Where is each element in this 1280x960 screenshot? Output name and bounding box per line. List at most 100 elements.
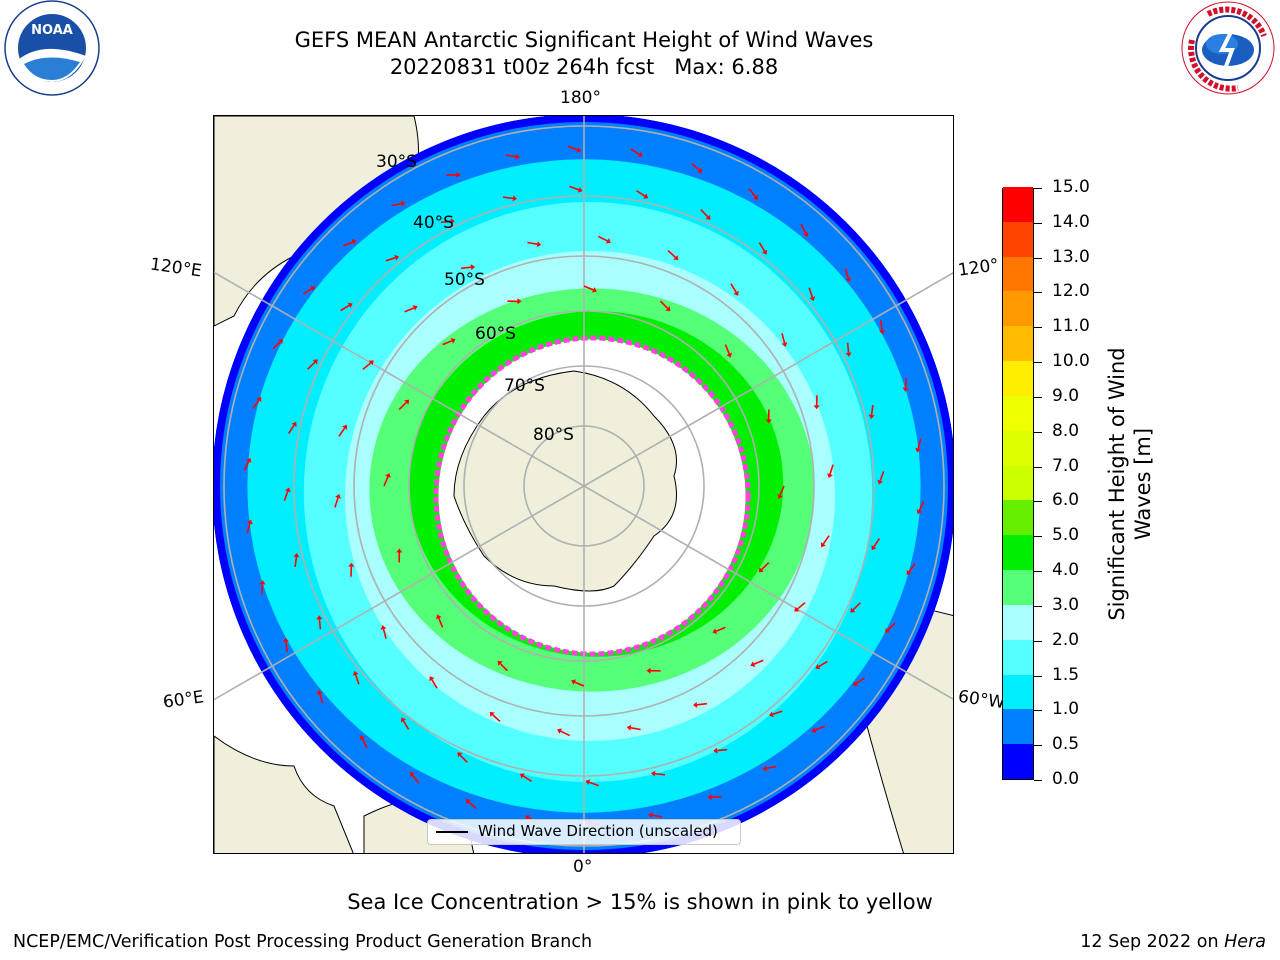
wind-wave-arrowhead — [410, 772, 415, 778]
colorbar-tick-mark — [1034, 605, 1042, 607]
wind-wave-arrowhead — [794, 606, 800, 612]
wind-wave-arrowhead — [245, 457, 252, 463]
wind-wave-arrowhead — [436, 614, 442, 620]
colorbar-tick-label: 1.5 — [1052, 664, 1080, 685]
wind-wave-arrowhead — [293, 553, 300, 558]
wind-wave-arrowhead — [536, 241, 542, 248]
wind-wave-arrowhead — [637, 151, 643, 157]
wind-wave-arrow — [700, 209, 709, 218]
noaa-logo-icon: NOAA — [4, 0, 100, 96]
colorbar-tick-label: 9.0 — [1052, 385, 1080, 406]
wind-wave-arrow — [285, 641, 288, 652]
wind-wave-arrow — [904, 377, 908, 388]
wind-wave-arrowhead — [316, 615, 323, 620]
wind-wave-arrow — [667, 249, 676, 258]
longitude-gridline — [583, 272, 953, 487]
wind-wave-arrowhead — [400, 200, 406, 207]
wind-wave-arrowhead — [626, 724, 632, 731]
wind-wave-arrow — [753, 659, 764, 665]
wind-wave-arrowhead — [316, 689, 323, 695]
wind-wave-arrow — [398, 401, 407, 411]
wind-wave-arrowhead — [412, 305, 418, 311]
colorbar-tick-label: 14.0 — [1052, 211, 1090, 232]
wind-wave-arrow — [442, 340, 453, 346]
wind-wave-arrowhead — [753, 194, 758, 200]
lon-label-120w: 120° — [956, 255, 1001, 281]
colorbar-tick-mark — [1034, 466, 1042, 468]
colorbar-band — [1003, 221, 1033, 257]
wind-wave-arrowhead — [820, 542, 826, 548]
wind-wave-arrow — [818, 660, 828, 668]
colorbar-tick-mark — [1034, 571, 1042, 573]
chart-subtitle: 20220831 t00z 264h fcst Max: 6.88 — [184, 54, 984, 80]
colorbar-band — [1003, 534, 1033, 571]
wind-wave-arrow — [822, 535, 830, 545]
wind-wave-arrow — [385, 256, 396, 262]
wind-wave-arrow — [696, 702, 708, 706]
wind-wave-arrow — [499, 663, 509, 672]
longitude-gridline — [214, 485, 585, 701]
wind-wave-arrowhead — [726, 352, 732, 358]
legend: Wind Wave Direction (unscaled) — [427, 819, 741, 845]
wind-wave-arrow — [583, 285, 594, 291]
wind-wave-arrow — [283, 490, 289, 501]
wind-wave-arrowhead — [312, 359, 318, 365]
wind-wave-arrowhead — [781, 342, 788, 347]
colorbar-band — [1003, 708, 1033, 745]
wind-wave-arrow — [652, 814, 663, 818]
lon-label-60e: 60°E — [161, 687, 206, 713]
wind-wave-arrow — [567, 145, 578, 151]
wind-wave-arrow — [691, 162, 700, 171]
colorbar-tick-label: 1.0 — [1052, 699, 1080, 720]
wind-wave-arrowhead — [884, 627, 890, 633]
colorbar-band — [1003, 430, 1033, 466]
wind-wave-arrowhead — [396, 548, 403, 553]
wind-wave-arrow — [502, 196, 514, 200]
longitude-gridline — [214, 271, 585, 487]
colorbar-band — [1003, 325, 1033, 362]
wind-wave-arrow — [873, 537, 881, 548]
colorbar-band — [1003, 674, 1033, 710]
wind-wave-arrowhead — [517, 298, 522, 305]
forecast-date: 20220831 t00z 264h fcst — [389, 55, 655, 79]
wind-wave-arrow — [340, 304, 350, 312]
wind-wave-arrowhead — [368, 360, 374, 366]
wind-wave-arrowhead — [351, 239, 357, 245]
wind-wave-arrowhead — [571, 679, 576, 685]
wind-wave-arrow — [246, 523, 251, 534]
colorbar-tick-label: 3.0 — [1052, 594, 1080, 615]
wind-wave-arrowhead — [733, 290, 739, 296]
legend-entry: Wind Wave Direction (unscaled) — [478, 822, 718, 840]
wind-wave-arrow — [307, 361, 316, 370]
wind-wave-arrowhead — [765, 419, 772, 424]
colorbar-band — [1003, 360, 1033, 396]
wind-wave-arrow — [800, 223, 807, 234]
wind-wave-arrow — [383, 476, 389, 487]
colorbar-tick-label: 2.0 — [1052, 629, 1080, 650]
colorbar-tick-label: 15.0 — [1052, 177, 1090, 197]
wind-wave-arrowhead — [845, 277, 852, 283]
wind-wave-arrowhead — [282, 637, 289, 643]
wind-wave-arrow — [354, 674, 360, 685]
wind-wave-arrow — [318, 693, 324, 704]
wind-wave-arrow — [411, 774, 420, 784]
wind-wave-arrowhead — [585, 779, 591, 786]
lon-label-120e: 120°E — [148, 254, 203, 282]
colorbar-tick-label: 0.5 — [1052, 734, 1080, 755]
wind-wave-arrow — [630, 727, 641, 731]
wind-wave-arrow — [758, 242, 766, 252]
wind-wave-arrow — [527, 241, 538, 245]
colorbar-tick-label: 5.0 — [1052, 525, 1080, 546]
map-canvas — [214, 116, 953, 853]
colorbar-tick-mark — [1034, 327, 1042, 329]
wind-wave-arrow — [654, 772, 666, 776]
colorbar-band — [1003, 569, 1033, 605]
wind-wave-arrow — [796, 602, 806, 610]
wind-wave-arrow — [659, 300, 669, 309]
wind-wave-arrow — [460, 266, 472, 270]
wind-wave-arrowhead — [429, 676, 435, 682]
wind-wave-arrowhead — [256, 397, 262, 403]
colorbar-tick-label: 8.0 — [1052, 420, 1080, 441]
wind-wave-arrow — [879, 471, 885, 482]
wind-wave-arrowhead — [456, 171, 461, 178]
